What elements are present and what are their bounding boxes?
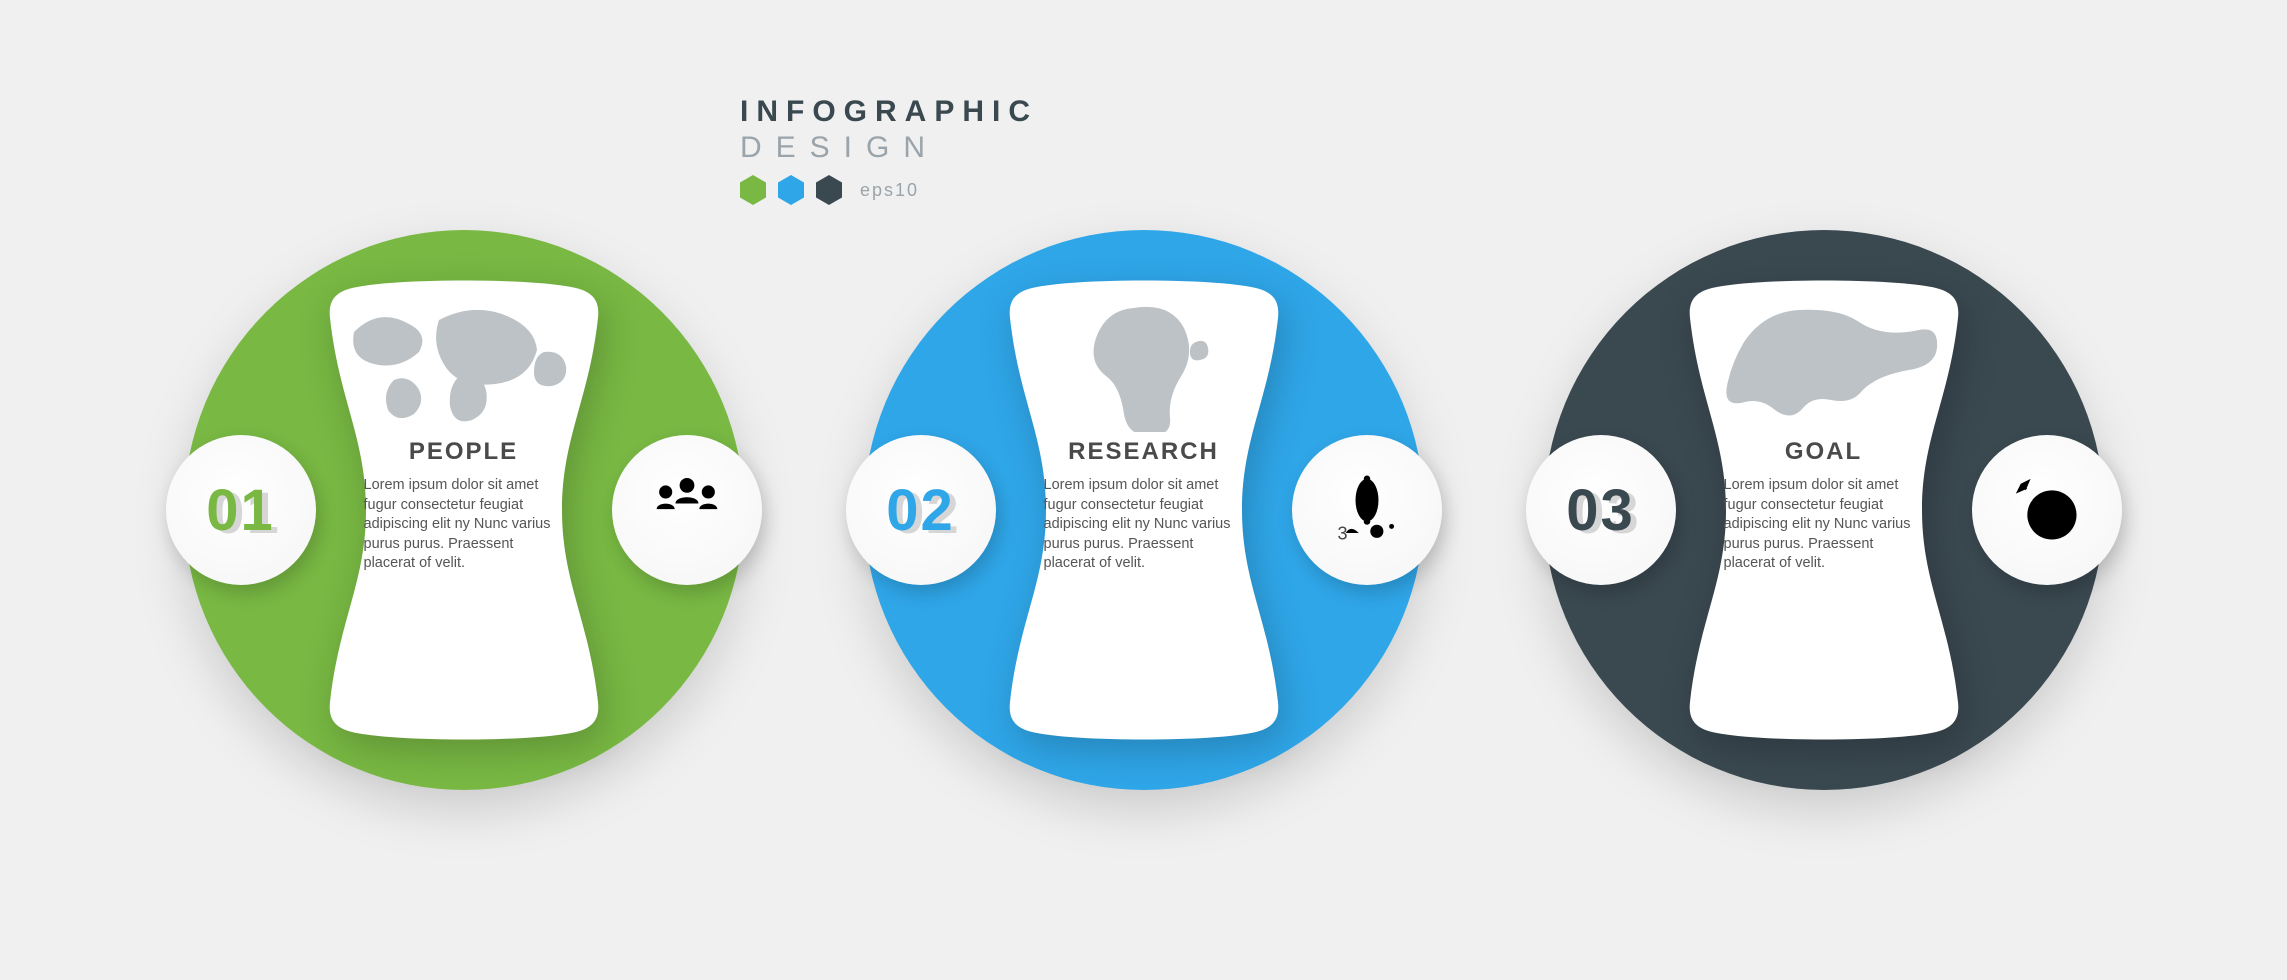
icon-badge	[1292, 435, 1442, 585]
infographic-item: PEOPLE Lorem ipsum dolor sit amet fugur …	[184, 230, 744, 790]
number-badge: 01 01	[166, 435, 316, 585]
target-icon	[2006, 469, 2088, 551]
hex-icon-3	[816, 175, 842, 205]
panel-body: Lorem ipsum dolor sit amet fugur consect…	[1044, 476, 1244, 574]
panel-content: PEOPLE Lorem ipsum dolor sit amet fugur …	[364, 338, 564, 574]
icon-badge	[612, 435, 762, 585]
number-badge: 03 03	[1526, 435, 1676, 585]
icon-badge	[1972, 435, 2122, 585]
panel-body: Lorem ipsum dolor sit amet fugur consect…	[1724, 476, 1924, 574]
header-eps-label: eps10	[860, 180, 919, 201]
number-label: 02	[886, 478, 955, 543]
number-label: 01	[206, 478, 275, 543]
infographic-item: GOAL Lorem ipsum dolor sit amet fugur co…	[1544, 230, 2104, 790]
panel-content: GOAL Lorem ipsum dolor sit amet fugur co…	[1724, 338, 1924, 574]
hex-icon-2	[778, 175, 804, 205]
number-label: 03	[1566, 478, 1635, 543]
header: INFOGRAPHIC DESIGN eps10	[740, 95, 1038, 205]
panel-body: Lorem ipsum dolor sit amet fugur consect…	[364, 476, 564, 574]
panel-title: PEOPLE	[364, 438, 564, 466]
panel-content: RESEARCH Lorem ipsum dolor sit amet fugu…	[1044, 338, 1244, 574]
panel-title: RESEARCH	[1044, 438, 1244, 466]
panel-title: GOAL	[1724, 438, 1924, 466]
infographic-item: RESEARCH Lorem ipsum dolor sit amet fugu…	[864, 230, 1424, 790]
number-badge: 02 02	[846, 435, 996, 585]
header-badges: eps10	[740, 175, 1038, 205]
people-icon	[646, 469, 728, 551]
header-subtitle: DESIGN	[740, 131, 1038, 165]
infographic-row: PEOPLE Lorem ipsum dolor sit amet fugur …	[0, 230, 2287, 790]
360-icon	[1326, 469, 1408, 551]
header-title: INFOGRAPHIC	[740, 95, 1038, 129]
hex-icon-1	[740, 175, 766, 205]
